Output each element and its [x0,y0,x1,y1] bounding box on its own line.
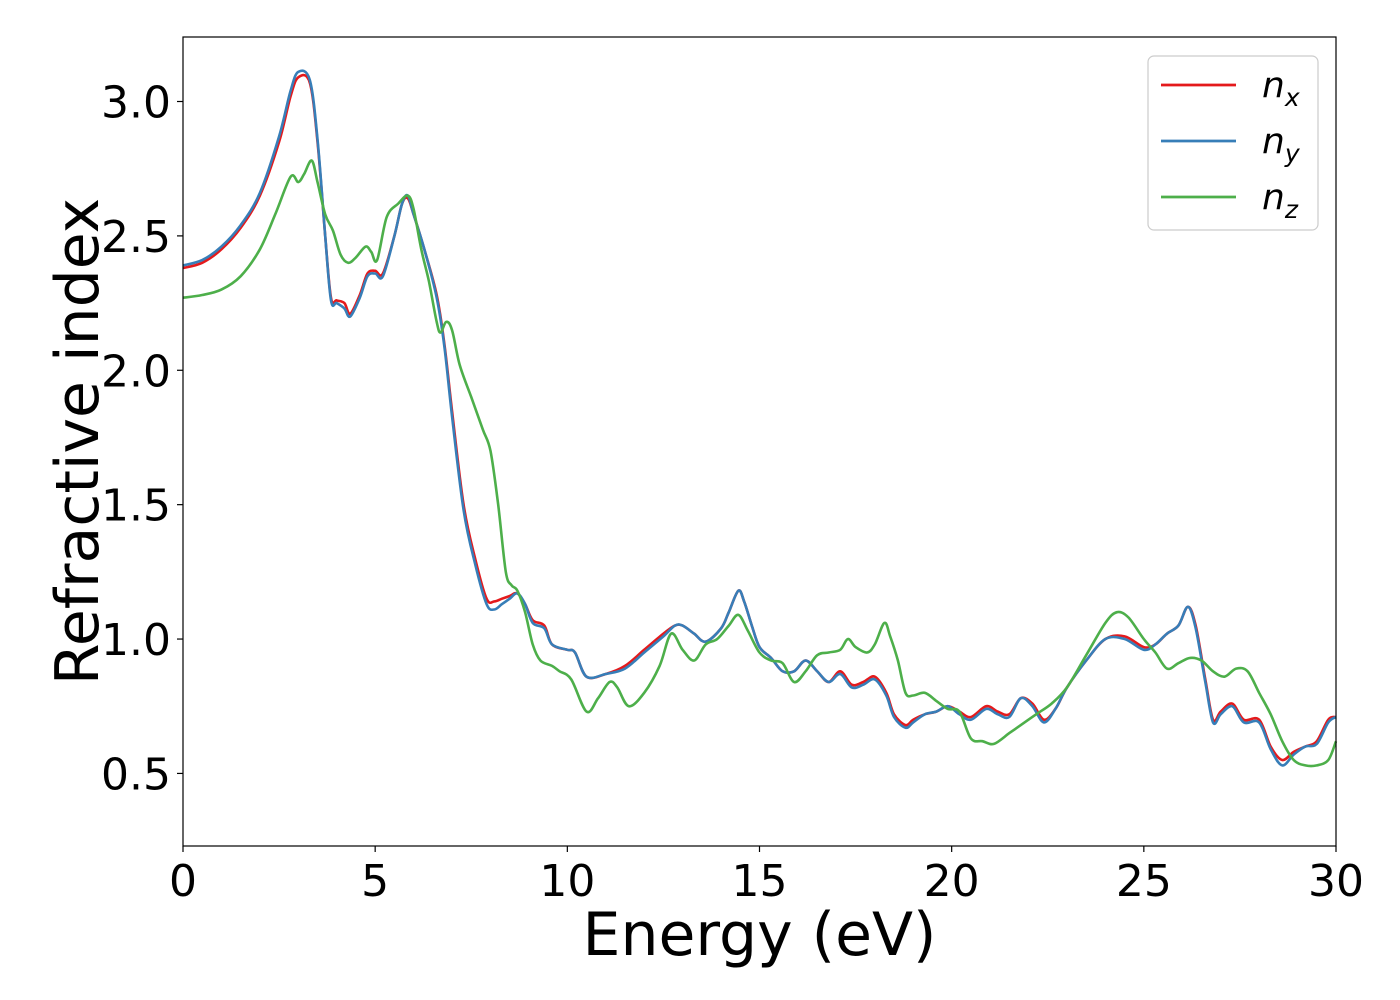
y-tick-label: 1.5 [101,481,171,532]
x-tick-label: 0 [169,856,197,907]
plot-frame [182,36,1337,847]
legend-label-z: nz [1262,177,1299,224]
y-tick-label: 2.0 [101,346,171,397]
x-tick-label: 10 [539,856,595,907]
legend-label-x: nx [1262,65,1300,112]
series-lines [182,69,1338,768]
axis-ticks: 0 5 10 15 20 25 30 0.5 1.0 1.5 2.0 2.5 3.0 [101,78,1364,907]
x-axis-title: Energy (eV) [583,900,937,970]
series-line-z [182,159,1338,768]
x-tick-label: 5 [361,856,389,907]
series-line-y [182,69,1337,767]
x-tick-label: 25 [1116,856,1172,907]
legend-label-subscript: x [1284,83,1300,112]
legend-box [1147,55,1319,231]
legend-label-y: ny [1262,121,1301,168]
legend-label-base: n [1262,65,1285,106]
x-tick-label: 20 [924,856,980,907]
y-tick-label: 1.0 [101,615,171,666]
legend-label-base: n [1262,177,1285,218]
y-tick-label: 3.0 [101,78,171,129]
legend-label-base: n [1262,121,1285,162]
y-axis-title: Refractive index [43,198,113,685]
legend-label-subscript: y [1284,139,1301,168]
legend-label-subscript: z [1284,195,1299,224]
x-tick-label: 30 [1308,856,1364,907]
y-tick-label: 0.5 [101,749,171,800]
y-tick-label: 2.5 [101,212,171,263]
x-tick-label: 15 [732,856,788,907]
